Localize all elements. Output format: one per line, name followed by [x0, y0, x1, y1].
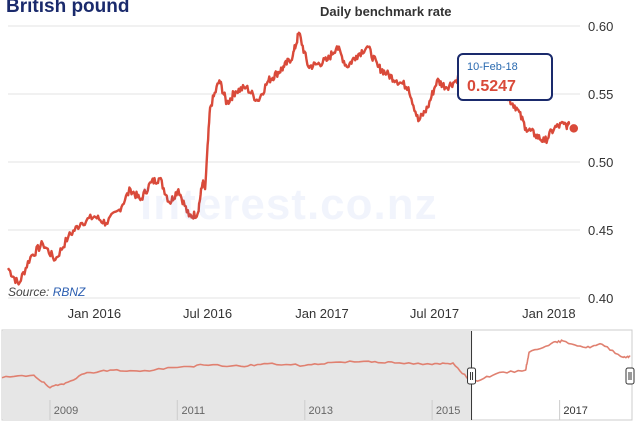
range-navigator[interactable]: 2009 2011 2013 2015 2017	[1, 329, 635, 421]
y-tick-label: 0.60	[588, 19, 613, 34]
y-tick-label: 0.55	[588, 87, 613, 102]
navigator-axis-labels: 2009 2011 2013 2015 2017	[49, 400, 588, 420]
x-tick-label: Jan 2016	[68, 306, 122, 321]
navigator-left-handle[interactable]	[467, 367, 477, 385]
navigator-label: 2011	[181, 405, 205, 417]
source-prefix: Source:	[8, 285, 50, 299]
tooltip-value: 0.5247	[467, 78, 516, 95]
x-axis-ticks: Jan 2016 Jul 2016 Jan 2017 Jul 2017 Jan 2018	[68, 306, 576, 321]
y-tick-label: 0.40	[588, 291, 613, 306]
tooltip: 10-Feb-18 0.5247	[457, 53, 553, 101]
x-tick-label: Jan 2018	[522, 306, 576, 321]
y-tick-label: 0.50	[588, 155, 613, 170]
chart-title: British pound	[6, 0, 130, 17]
navigator-label: 2009	[54, 405, 78, 417]
y-tick-label: 0.45	[588, 223, 613, 238]
watermark: interest.co.nz	[140, 180, 438, 229]
navigator-label: 2013	[309, 405, 333, 417]
tooltip-date: 10-Feb-18	[467, 61, 518, 73]
handle-grip[interactable]	[467, 367, 477, 385]
x-tick-label: Jul 2017	[410, 306, 459, 321]
navigator-right-handle[interactable]	[625, 367, 635, 385]
y-axis-ticks: 0.60 0.55 0.50 0.45 0.40	[588, 19, 613, 306]
x-tick-label: Jan 2017	[295, 306, 349, 321]
last-data-point[interactable]	[568, 122, 580, 135]
chart-subtitle: Daily benchmark rate	[320, 4, 452, 19]
x-tick-label: Jul 2016	[183, 306, 232, 321]
handle-grip[interactable]	[625, 367, 635, 385]
source-link[interactable]: RBNZ	[52, 285, 86, 299]
navigator-label: 2017	[563, 405, 587, 417]
source-note: Source: RBNZ	[8, 285, 85, 299]
navigator-label: 2015	[436, 405, 460, 417]
navigator-series-line	[1, 339, 631, 389]
